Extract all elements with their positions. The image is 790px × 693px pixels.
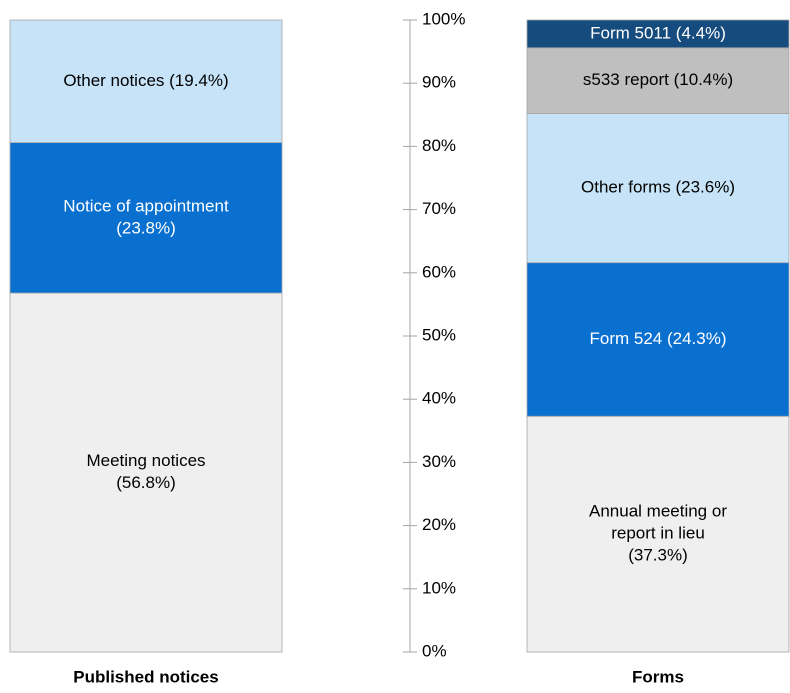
segment-label: Form 5011 (4.4%) [590,23,726,42]
segment-label: Meeting notices [86,451,205,470]
segment-label: s533 report (10.4%) [583,70,733,89]
y-tick-label: 40% [422,389,456,408]
bar-segment [526,415,790,653]
bar-segment [526,47,790,114]
bar-segment [526,113,790,264]
segment-label: Notice of appointment [63,196,229,215]
bar-segment [9,142,283,294]
bar-segment [9,292,283,653]
y-tick-label: 0% [422,641,447,660]
y-tick-label: 50% [422,325,456,344]
y-tick-label: 10% [422,578,456,597]
segment-label: report in lieu [611,524,705,543]
bar-segment [9,19,283,144]
x-category-label: Forms [632,667,684,686]
segment-label: Other forms (23.6%) [581,178,735,197]
segment-label: Annual meeting or [589,502,727,521]
y-tick-label: 60% [422,262,456,281]
segment-label: Other notices (19.4%) [63,71,228,90]
bar-segment [526,262,790,417]
y-tick-label: 90% [422,73,456,92]
y-tick-label: 20% [422,515,456,534]
bar-segment [526,19,790,49]
segment-label: (37.3%) [628,546,688,565]
y-tick-label: 100% [422,9,465,28]
y-tick-label: 30% [422,452,456,471]
y-tick-label: 70% [422,199,456,218]
y-tick-label: 80% [422,136,456,155]
segment-label: Form 524 (24.3%) [590,329,727,348]
x-category-label: Published notices [73,667,218,686]
segment-label: (56.8%) [116,473,176,492]
segment-label: (23.8%) [116,218,176,237]
